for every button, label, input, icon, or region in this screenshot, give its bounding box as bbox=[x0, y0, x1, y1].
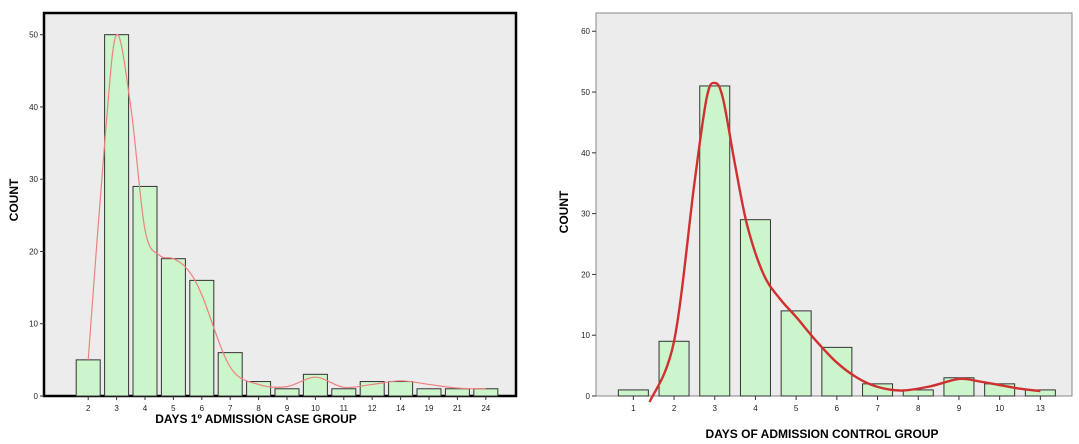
y-tick-label: 40 bbox=[29, 103, 38, 112]
x-tick-label: 9 bbox=[285, 404, 290, 413]
x-tick-label: 13 bbox=[1036, 404, 1045, 413]
y-tick-label: 30 bbox=[581, 210, 590, 219]
x-tick-label: 12 bbox=[368, 404, 377, 413]
x-tick-label: 11 bbox=[340, 404, 349, 413]
y-tick-label: 20 bbox=[29, 247, 38, 256]
bar bbox=[132, 185, 158, 397]
y-tick-label: 0 bbox=[586, 392, 591, 401]
x-tick-label: 6 bbox=[200, 404, 205, 413]
bar bbox=[658, 340, 690, 397]
y-tick-label: 20 bbox=[581, 270, 590, 279]
plot-area bbox=[595, 12, 1073, 397]
y-tick-label: 60 bbox=[581, 27, 590, 36]
x-tick-label: 8 bbox=[256, 404, 261, 413]
bar bbox=[217, 352, 243, 397]
y-tick-label: 10 bbox=[581, 331, 590, 340]
y-tick-label: 50 bbox=[581, 88, 590, 97]
bar bbox=[416, 388, 442, 397]
y-axis-title: COUNT bbox=[557, 190, 571, 233]
x-tick-label: 3 bbox=[114, 404, 119, 413]
bar bbox=[246, 381, 272, 397]
y-tick-label: 0 bbox=[34, 392, 39, 401]
bar bbox=[189, 279, 215, 397]
y-tick-label: 50 bbox=[29, 31, 38, 40]
x-tick-label: 3 bbox=[713, 404, 718, 413]
x-tick-label: 5 bbox=[794, 404, 799, 413]
bar bbox=[444, 388, 470, 397]
bar bbox=[104, 34, 130, 397]
x-tick-label: 4 bbox=[753, 404, 758, 413]
bar bbox=[617, 389, 649, 397]
bar bbox=[274, 388, 300, 397]
bar bbox=[739, 219, 771, 397]
x-axis-title: DAYS OF ADMISSION CONTROL GROUP bbox=[706, 427, 939, 441]
bar bbox=[331, 388, 357, 397]
density-curve bbox=[87, 34, 486, 390]
bar bbox=[780, 310, 812, 397]
y-tick-label: 30 bbox=[29, 175, 38, 184]
bar bbox=[388, 381, 414, 397]
x-axis-title: DAYS 1º ADMISSION CASE GROUP bbox=[155, 412, 357, 426]
case-group-histogram: 0 10 20 30 40 50 2 3 4 5 6 7 8 9 10 11 12 14 19 21 24 DAYS 1º… bbox=[7, 11, 518, 426]
y-tick-label: 40 bbox=[581, 149, 590, 158]
control-group-histogram: 0 10 20 30 40 50 60 1 2 3 4 5 6 7 8 9 10 13 DAYS OF ADMISS… bbox=[557, 12, 1073, 441]
x-tick-label: 14 bbox=[396, 404, 405, 413]
density-curve bbox=[648, 81, 1041, 403]
x-tick-label: 5 bbox=[171, 404, 176, 413]
y-axis-title: COUNT bbox=[7, 178, 21, 221]
bar bbox=[160, 258, 186, 397]
y-tick-label: 10 bbox=[29, 320, 38, 329]
x-tick-label: 2 bbox=[672, 404, 677, 413]
x-tick-label: 8 bbox=[916, 404, 921, 413]
bar bbox=[473, 388, 499, 397]
x-tick-label: 24 bbox=[481, 404, 490, 413]
bar bbox=[699, 85, 731, 397]
x-tick-label: 6 bbox=[835, 404, 840, 413]
x-tick-label: 4 bbox=[143, 404, 148, 413]
x-tick-label: 19 bbox=[425, 404, 434, 413]
x-tick-label: 21 bbox=[453, 404, 462, 413]
x-tick-label: 7 bbox=[875, 404, 880, 413]
x-tick-label: 9 bbox=[957, 404, 962, 413]
x-tick-label: 10 bbox=[311, 404, 320, 413]
x-tick-label: 10 bbox=[995, 404, 1004, 413]
x-tick-label: 2 bbox=[86, 404, 91, 413]
x-tick-label: 1 bbox=[631, 404, 636, 413]
x-tick-label: 7 bbox=[228, 404, 233, 413]
bar bbox=[75, 359, 101, 397]
